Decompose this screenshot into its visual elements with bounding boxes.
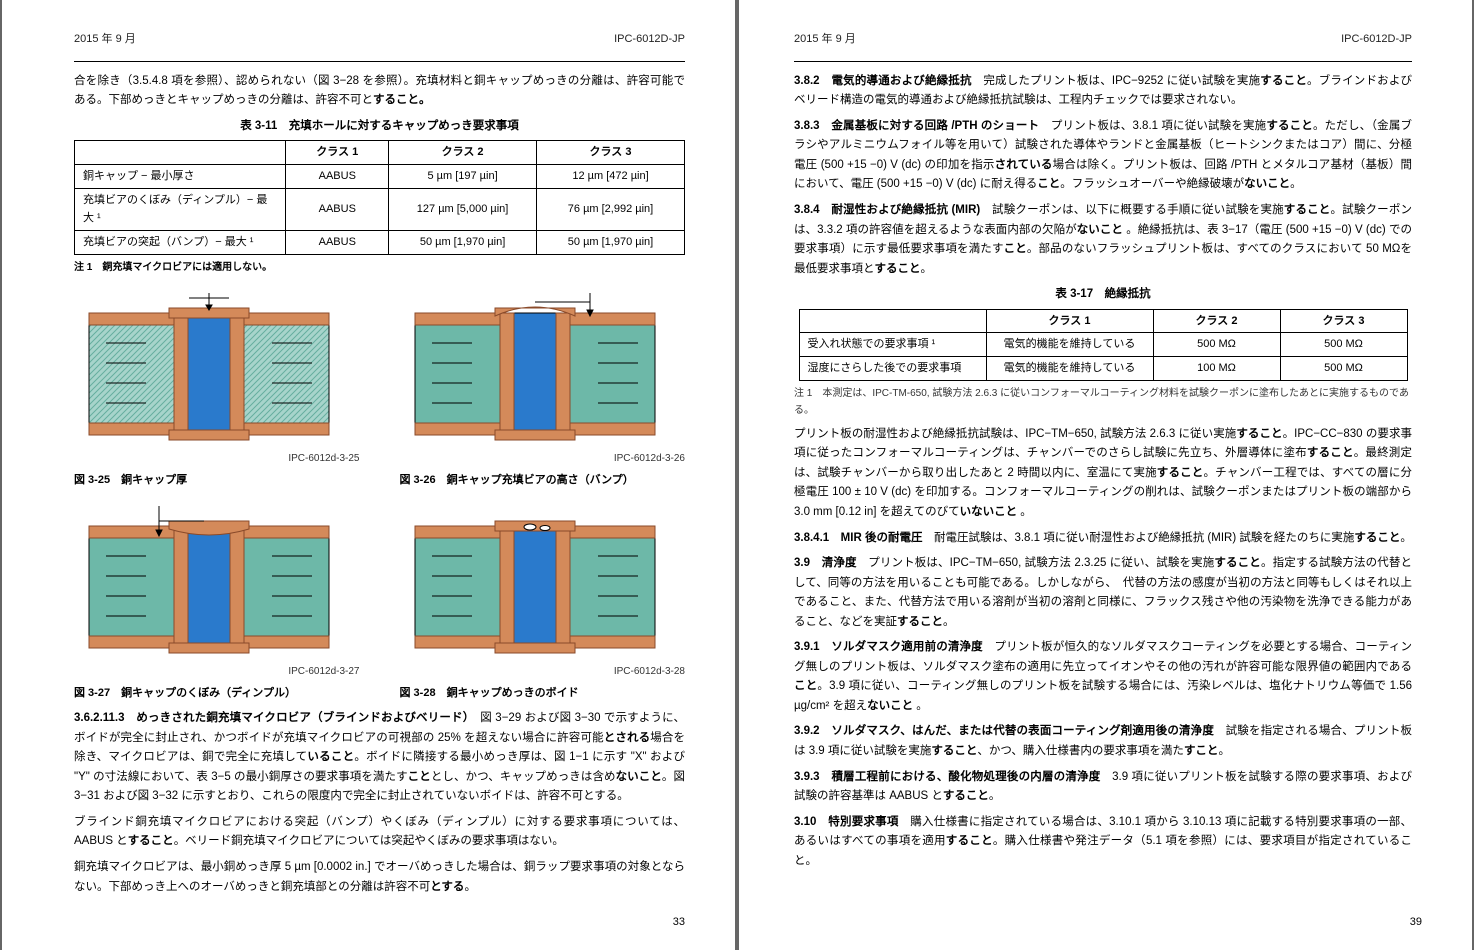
sec-384-after: プリント板の耐湿性および絶縁抵抗試験は、IPC−TM−650, 試験方法 2.6… xyxy=(794,425,1412,523)
table317-note: 注 1 本測定は、IPC-TM-650, 試験方法 2.6.3 に従いコンフォー… xyxy=(794,385,1412,419)
sec-391: 3.9.1 ソルダマスク適用前の清浄度 プリント板が恒久的なソルダマスクコーティ… xyxy=(794,638,1412,716)
header-left: 2015 年 9 月 IPC-6012D-JP xyxy=(74,30,685,49)
fig26-tag: IPC-6012d-3-26 xyxy=(400,450,686,467)
page-number-right: 39 xyxy=(1410,913,1422,932)
figure-row-1: IPC-6012d-3-25 図 3-25 銅キャップ厚 IPC-6012d-3… xyxy=(74,288,685,490)
page-right: 2015 年 9 月 IPC-6012D-JP 3.8.2 電気的導通および絶縁… xyxy=(737,0,1474,950)
sec-382: 3.8.2 電気的導通および絶縁抵抗 完成したプリント板は、IPC−9252 に… xyxy=(794,72,1412,111)
table311-note: 注 1 銅充填マイクロビアには適用しない。 xyxy=(74,259,685,276)
sec-392: 3.9.2 ソルダマスク、はんだ、または代替の表面コーティング剤適用後の清浄度 … xyxy=(794,722,1412,761)
fig-3-27: IPC-6012d-3-27 図 3-27 銅キャップのくぼみ（ディンプル） xyxy=(74,501,360,703)
fig-3-25: IPC-6012d-3-25 図 3-25 銅キャップ厚 xyxy=(74,288,360,490)
fig-3-27-svg xyxy=(74,501,344,661)
header-rule xyxy=(74,61,685,62)
sec-39: 3.9 清浄度 プリント板は、IPC−TM−650, 試験方法 2.3.25 に… xyxy=(794,554,1412,632)
sec-362113-p3: 銅充填マイクロビアは、最小銅めっき厚 5 µm [0.0002 in.] でオー… xyxy=(74,858,685,897)
sec-384: 3.8.4 耐湿性および絶縁抵抗 (MIR) 試験クーポンは、以下に概要する手順… xyxy=(794,201,1412,279)
fig-3-25-svg xyxy=(74,288,344,448)
header-doc: IPC-6012D-JP xyxy=(614,30,685,49)
fig27-tag: IPC-6012d-3-27 xyxy=(74,663,360,680)
table-row: 銅キャップ − 最小厚さAABUS5 µm [197 µin]12 µm [47… xyxy=(75,165,685,189)
sec-383: 3.8.3 金属基板に対する回路 /PTH のショート プリント板は、3.8.1… xyxy=(794,117,1412,195)
sec-362113: 3.6.2.11.3 めっきされた銅充填マイクロビア（ブラインドおよびベリード）… xyxy=(74,709,685,807)
fig28-tag: IPC-6012d-3-28 xyxy=(400,663,686,680)
figure-row-2: IPC-6012d-3-27 図 3-27 銅キャップのくぼみ（ディンプル） xyxy=(74,501,685,703)
header-doc: IPC-6012D-JP xyxy=(1341,30,1412,49)
header-date: 2015 年 9 月 xyxy=(794,30,856,49)
fig-3-26: IPC-6012d-3-26 図 3-26 銅キャップ充填ビアの高さ（バンプ） xyxy=(400,288,686,490)
table-row: 受入れ状態での要求事項 ¹電気的機能を維持している500 MΩ500 MΩ xyxy=(799,333,1407,357)
para-intro: 合を除き（3.5.4.8 項を参照）、認められない（図 3−28 を参照）。充填… xyxy=(74,72,685,111)
table-row: 充填ビアのくぼみ（ディンプル）− 最大 ¹AABUS127 µm [5,000 … xyxy=(75,188,685,230)
page-number-left: 33 xyxy=(673,913,685,932)
sec-362113-p2: ブラインド銅充填マイクロビアにおける突起（バンプ）やくぼみ（ディンプル）に対する… xyxy=(74,813,685,852)
fig26-cap: 図 3-26 銅キャップ充填ビアの高さ（バンプ） xyxy=(400,471,686,490)
fig-3-28-svg xyxy=(400,501,670,661)
table317-title: 表 3-17 絶縁抵抗 xyxy=(794,285,1412,305)
fig25-tag: IPC-6012d-3-25 xyxy=(74,450,360,467)
page-left: 2015 年 9 月 IPC-6012D-JP 合を除き（3.5.4.8 項を参… xyxy=(0,0,737,950)
sec-393: 3.9.3 積層工程前における、酸化物処理後の内層の清浄度 3.9 項に従いプリ… xyxy=(794,768,1412,807)
table-row: 充填ビアの突起（バンプ）− 最大 ¹AABUS50 µm [1,970 µin]… xyxy=(75,231,685,255)
table317-head: クラス 1 クラス 2 クラス 3 xyxy=(799,309,1407,333)
fig25-cap: 図 3-25 銅キャップ厚 xyxy=(74,471,360,490)
fig28-cap: 図 3-28 銅キャップめっきのボイド xyxy=(400,684,686,703)
header-rule xyxy=(794,61,1412,62)
table311-head: クラス 1 クラス 2 クラス 3 xyxy=(75,141,685,165)
fig27-cap: 図 3-27 銅キャップのくぼみ（ディンプル） xyxy=(74,684,360,703)
sec-310: 3.10 特別要求事項 購入仕様書に指定されている場合は、3.10.1 項から … xyxy=(794,813,1412,872)
table-row: 湿度にさらした後での要求事項電気的機能を維持している100 MΩ500 MΩ xyxy=(799,357,1407,381)
sec-3841: 3.8.4.1 MIR 後の耐電圧 耐電圧試験は、3.8.1 項に従い耐湿性およ… xyxy=(794,529,1412,549)
fig-3-26-svg xyxy=(400,288,670,448)
table311-title: 表 3-11 充填ホールに対するキャップめっき要求事項 xyxy=(74,117,685,137)
table311: クラス 1 クラス 2 クラス 3 銅キャップ − 最小厚さAABUS5 µm … xyxy=(74,140,685,254)
table317: クラス 1 クラス 2 クラス 3 受入れ状態での要求事項 ¹電気的機能を維持し… xyxy=(799,309,1408,381)
header-date: 2015 年 9 月 xyxy=(74,30,136,49)
header-right: 2015 年 9 月 IPC-6012D-JP xyxy=(794,30,1412,49)
fig-3-28: IPC-6012d-3-28 図 3-28 銅キャップめっきのボイド xyxy=(400,501,686,703)
